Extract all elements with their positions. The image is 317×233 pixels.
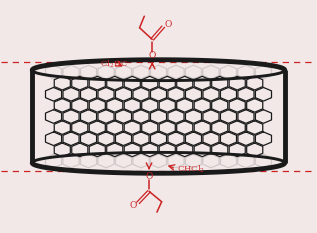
Text: O: O: [130, 201, 137, 210]
Text: O: O: [164, 20, 172, 29]
Text: O: O: [145, 172, 153, 181]
Text: $\mathregular{Cl_2HC}$: $\mathregular{Cl_2HC}$: [100, 59, 128, 70]
Text: $\mathregular{CHCl_2}$: $\mathregular{CHCl_2}$: [178, 164, 205, 175]
Text: O: O: [148, 51, 156, 60]
